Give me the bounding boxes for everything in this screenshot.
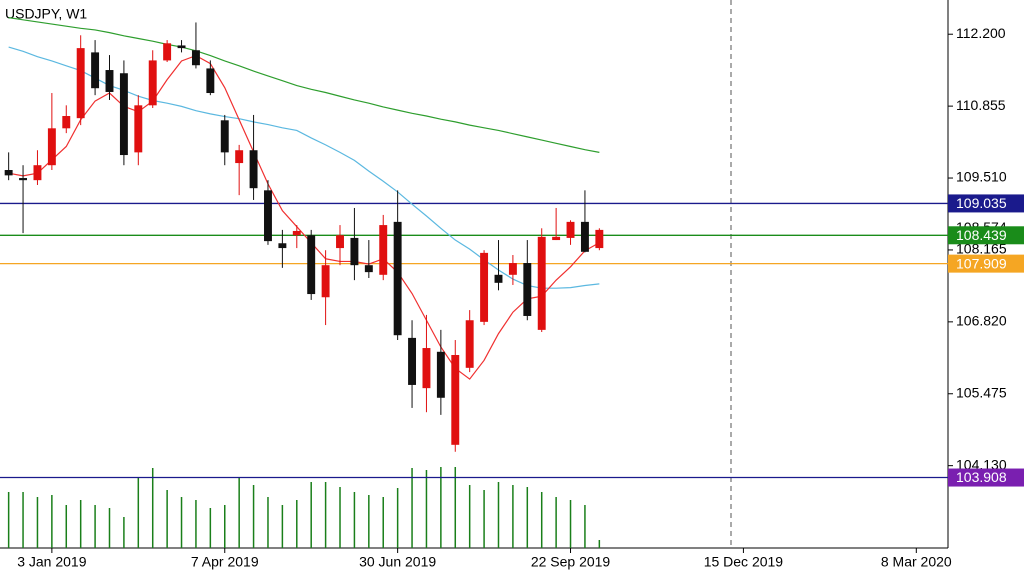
- candle-body: [148, 60, 157, 106]
- level-label: 109.035: [956, 195, 1007, 211]
- x-tick-label: 30 Jun 2019: [359, 554, 436, 570]
- candle-body: [566, 221, 575, 238]
- y-tick-label: 108.165: [956, 241, 1007, 257]
- x-tick-label: 22 Sep 2019: [531, 554, 611, 570]
- y-tick-label: 106.820: [956, 313, 1007, 329]
- candle-body: [508, 263, 517, 275]
- candle-body: [523, 263, 532, 316]
- candle-body: [465, 320, 474, 368]
- candle-body: [364, 265, 373, 273]
- candle-body: [264, 190, 272, 242]
- candle-body: [292, 230, 301, 236]
- candle-body: [350, 237, 359, 266]
- y-tick-label: 104.130: [956, 456, 1007, 472]
- x-tick-label: 7 Apr 2019: [191, 554, 259, 570]
- moving-average: [8, 17, 600, 153]
- candle-body: [235, 150, 244, 164]
- moving-average: [8, 54, 600, 380]
- x-tick-label: 3 Jan 2019: [17, 554, 86, 570]
- candle-body: [119, 73, 128, 156]
- candle-body: [580, 221, 589, 252]
- candle-body: [278, 243, 287, 249]
- y-tick-label: 112.200: [956, 25, 1006, 41]
- candle-body: [422, 348, 431, 389]
- candle-body: [19, 178, 28, 181]
- level-label-bg: [948, 468, 1024, 487]
- candle-body: [206, 68, 215, 94]
- candle-body: [177, 45, 186, 49]
- candle-body: [33, 165, 42, 181]
- candle-body: [76, 48, 85, 119]
- candle-body: [47, 128, 56, 166]
- candle-body: [307, 235, 316, 295]
- level-label: 103.908: [956, 469, 1007, 485]
- x-tick-label: 15 Dec 2019: [704, 554, 784, 570]
- candle-body: [249, 150, 258, 189]
- y-tick-label: 105.475: [956, 384, 1007, 400]
- candle-body: [436, 351, 445, 398]
- level-label-bg: [948, 194, 1024, 213]
- level-label-bg: [948, 226, 1024, 245]
- candle-body: [552, 236, 561, 241]
- candle-body: [321, 265, 330, 298]
- candle-body: [163, 43, 172, 61]
- candle-body: [494, 274, 503, 283]
- candle-body: [91, 52, 100, 89]
- candle-body: [105, 70, 114, 92]
- chart-title: USDJPY, W1: [5, 6, 87, 22]
- candle-body: [451, 354, 460, 445]
- candle-body: [336, 235, 344, 249]
- y-tick-label: 109.510: [956, 169, 1007, 185]
- candle-body: [393, 221, 402, 336]
- x-tick-label: 8 Mar 2020: [881, 554, 952, 570]
- candle-body: [379, 225, 388, 275]
- candle-body: [4, 170, 13, 176]
- candle-body: [134, 105, 143, 153]
- y-tick-label: 110.855: [956, 97, 1006, 113]
- candle-body: [408, 337, 417, 385]
- candle-body: [480, 252, 489, 322]
- candle-body: [595, 229, 604, 249]
- candle-body: [62, 116, 71, 129]
- level-label: 107.909: [956, 255, 1007, 271]
- level-label-bg: [948, 254, 1024, 273]
- level-label: 108.439: [956, 227, 1007, 243]
- candle-body: [191, 50, 200, 66]
- candle-body: [537, 236, 546, 330]
- candle-body: [220, 120, 229, 153]
